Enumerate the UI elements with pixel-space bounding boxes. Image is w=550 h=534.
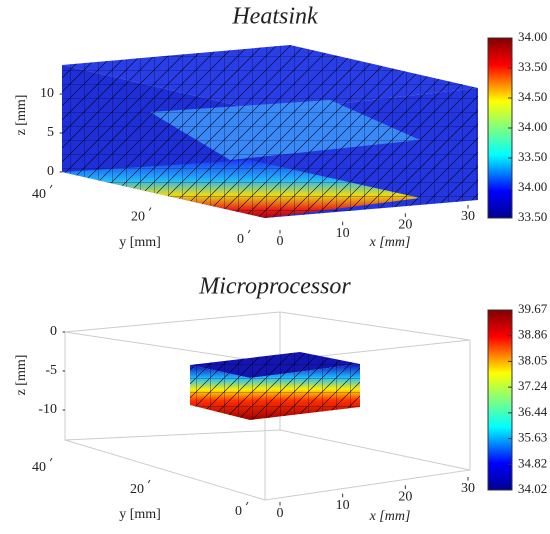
colorbar-label: 36.44 <box>518 404 548 419</box>
tick-label: 0 <box>50 324 57 339</box>
z-axis-label: z [mm] <box>14 355 29 396</box>
tick-label: 10 <box>336 226 350 241</box>
tick-label: 40 <box>32 460 46 475</box>
colorbar-label: 34.00 <box>518 29 547 44</box>
tick-mark <box>49 184 53 189</box>
tick-label: -10 <box>38 402 57 417</box>
tick-label: 0 <box>235 504 242 519</box>
tick-mark <box>49 457 53 462</box>
y-axis-label: y [mm] <box>119 235 161 250</box>
colorbar-label: 39.67 <box>518 301 548 316</box>
colorbar-label: 33.50 <box>518 209 547 224</box>
chart-title: Heatsink <box>231 4 318 30</box>
tick-label: 40 <box>32 187 46 202</box>
colorbar-label: 34.02 <box>518 481 547 496</box>
x-axis-label: x [mm] <box>369 509 411 524</box>
y-axis-label: y [mm] <box>119 507 161 522</box>
tick-label: 10 <box>336 498 350 513</box>
colorbar-label: 38.86 <box>518 327 548 342</box>
tick-label: 20 <box>130 482 144 497</box>
x-axis-label: x [mm] <box>369 235 411 250</box>
chart-title: Microprocessor <box>198 274 351 300</box>
heatsink-mesh <box>62 45 478 218</box>
tick-label: 0 <box>237 232 244 247</box>
colorbar-label: 38.05 <box>518 352 547 367</box>
tick-label: 20 <box>398 490 412 505</box>
colorbar-label: 37.24 <box>518 378 548 393</box>
tick-label: 10 <box>40 86 54 101</box>
colorbar-label: 33.50 <box>518 149 547 164</box>
colorbar-label: 34.50 <box>518 89 547 104</box>
microprocessor-mesh <box>190 352 360 420</box>
tick-label: 0 <box>47 164 54 179</box>
tick-label: 0 <box>277 506 284 521</box>
tick-label: -5 <box>45 363 57 378</box>
colorbar-label: 33.50 <box>518 59 547 74</box>
tick-label: 5 <box>47 125 54 140</box>
tick-label: 30 <box>461 209 475 224</box>
colorbar <box>487 309 513 491</box>
tick-mark <box>245 501 249 506</box>
tick-label: 30 <box>461 481 475 496</box>
colorbar-label: 34.00 <box>518 179 547 194</box>
tick-mark <box>247 229 251 234</box>
colorbar-label: 34.00 <box>518 119 547 134</box>
colorbar-label: 34.82 <box>518 455 547 470</box>
tick-label: 0 <box>277 234 284 249</box>
tick-label: 20 <box>131 210 145 225</box>
tick-mark <box>148 207 152 211</box>
tick-mark <box>147 479 151 484</box>
z-axis-label: z [mm] <box>14 95 29 136</box>
tick-label: 20 <box>398 218 412 233</box>
colorbar-label: 35.63 <box>518 430 547 445</box>
